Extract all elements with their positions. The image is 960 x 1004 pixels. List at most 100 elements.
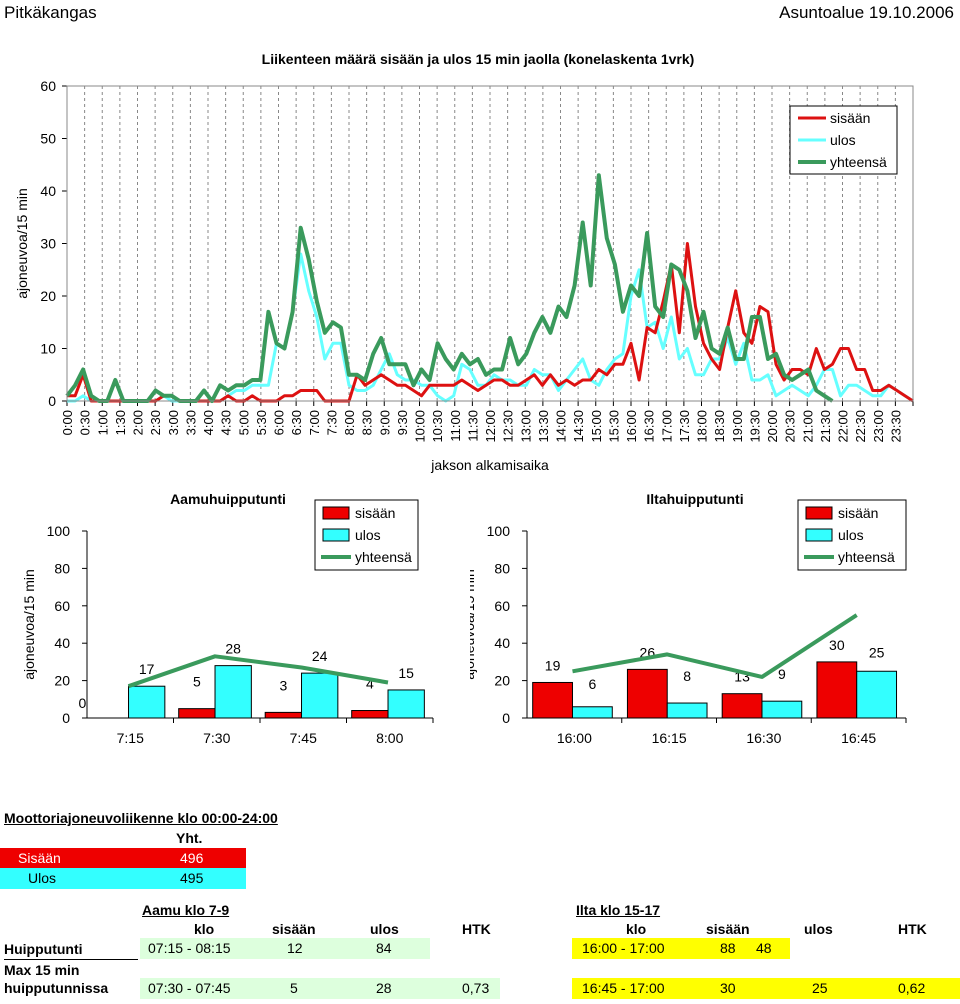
in-total-row: Sisään 496	[0, 848, 246, 869]
main-xtick-label: 7:30	[324, 410, 339, 435]
morning-ytick-label: 100	[47, 523, 71, 539]
evening-bar-out	[666, 702, 708, 719]
morning-bar-out	[387, 689, 425, 719]
main-plot-area	[66, 85, 914, 402]
morning-legend-label: yhteensä	[355, 549, 412, 565]
evening-ytick-label: 60	[494, 598, 510, 614]
evening-bar-out	[761, 700, 803, 719]
main-xtick-label: 1:30	[113, 410, 128, 435]
out-total-value: 495	[180, 870, 204, 886]
yht-header: Yht.	[176, 830, 203, 846]
main-xtick-label: 4:30	[219, 410, 234, 435]
main-ytick-label: 20	[40, 288, 56, 304]
main-xtick-label: 22:30	[853, 410, 868, 443]
evening-ytick-label: 100	[487, 523, 511, 539]
evening-peak-row: 16:00 - 17:00 88 48	[572, 938, 790, 959]
main-y-axis-label: ajoneuvoa/15 min	[14, 188, 30, 299]
main-xtick-label: 23:00	[871, 410, 886, 443]
main-xtick-label: 0:30	[78, 410, 93, 435]
morning-label-out: 24	[312, 648, 328, 664]
evening-max15-out: 25	[812, 980, 828, 996]
main-xtick-label: 16:00	[624, 410, 639, 443]
summary-section: Moottoriajoneuvoliikenne klo 00:00-24:00…	[0, 808, 960, 1004]
evening-label-out: 6	[588, 676, 596, 692]
evening-bar-out	[856, 670, 898, 719]
evening-ytick-label: 40	[494, 635, 510, 651]
evening-peak-in: 88	[720, 940, 736, 956]
morning-label-in: 3	[279, 677, 287, 693]
main-xtick-label: 11:30	[465, 410, 480, 442]
page-header: Pitkäkangas Asuntoalue 19.10.2006	[0, 0, 960, 28]
morning-col-in: sisään	[272, 921, 316, 937]
main-xtick-label: 12:30	[501, 410, 516, 443]
evening-label-in: 19	[545, 657, 561, 673]
morning-max15-htk: 0,73	[462, 980, 490, 996]
in-total-label: Sisään	[18, 850, 61, 866]
morning-ytick-label: 20	[54, 673, 70, 689]
morning-ytick-label: 60	[54, 598, 70, 614]
morning-label-in: 5	[193, 674, 201, 690]
main-xtick-label: 15:30	[606, 410, 621, 443]
row-divider	[4, 959, 138, 960]
evening-max15-klo: 16:45 - 17:00	[582, 980, 665, 996]
evening-ytick-label: 80	[494, 560, 510, 576]
morning-col-htk: HTK	[462, 921, 491, 937]
morning-legend-label: ulos	[355, 527, 381, 543]
evening-max15-in: 30	[720, 980, 736, 996]
main-xtick-label: 3:30	[183, 410, 198, 435]
main-xtick-label: 11:00	[448, 410, 463, 442]
morning-xtick-label: 8:00	[376, 730, 403, 746]
evening-label-out: 9	[778, 666, 786, 682]
morning-bar-out	[301, 672, 339, 719]
evening-label-out: 25	[869, 644, 885, 660]
morning-xtick-label: 7:15	[117, 730, 144, 746]
morning-label-in: 0	[78, 695, 86, 711]
main-xtick-label: 6:00	[272, 410, 287, 435]
main-xtick-label: 12:00	[483, 410, 498, 443]
main-legend-label: sisään	[830, 110, 870, 126]
main-ytick-label: 60	[40, 78, 56, 94]
morning-bar-in	[178, 708, 216, 719]
morning-total-line	[127, 654, 389, 689]
morning-col-out: ulos	[370, 921, 399, 937]
main-xtick-label: 19:30	[747, 410, 762, 443]
morning-legend-swatch	[322, 506, 350, 520]
evening-header: Ilta klo 15-17	[576, 902, 661, 918]
main-xtick-label: 10:00	[413, 410, 428, 443]
out-total-row: Ulos 495	[0, 868, 246, 889]
main-xtick-label: 6:30	[289, 410, 304, 435]
evening-col-htk: HTK	[898, 921, 927, 937]
evening-legend-label: yhteensä	[838, 549, 895, 565]
morning-bar-out	[128, 685, 166, 719]
evening-legend-label: ulos	[838, 527, 864, 543]
morning-peak-in: 12	[287, 940, 303, 956]
main-legend-label: ulos	[830, 132, 856, 148]
main-xtick-label: 20:30	[783, 410, 798, 443]
main-xtick-label: 3:00	[166, 410, 181, 435]
morning-max15-in: 5	[290, 980, 298, 996]
daily-traffic-line-chart: Liikenteen määrä sisään ja ulos 15 min j…	[14, 51, 914, 473]
morning-peak-bar-chart: Aamuhuipputunti020406080100ajoneuvoa/15 …	[21, 491, 434, 746]
evening-peak-klo: 16:00 - 17:00	[582, 940, 665, 956]
main-xtick-label: 14:30	[571, 410, 586, 443]
evening-chart-title: Iltahuipputunti	[646, 491, 743, 507]
main-chart-title: Liikenteen määrä sisään ja ulos 15 min j…	[262, 51, 695, 67]
evening-xtick-label: 16:30	[746, 730, 781, 746]
evening-col-out: ulos	[804, 921, 833, 937]
evening-legend-label: sisään	[838, 505, 878, 521]
evening-y-axis-label: ajoneuvoa/15 min	[470, 569, 477, 680]
morning-label-out: 15	[398, 665, 414, 681]
evening-col-klo: klo	[626, 921, 647, 937]
summary-title: Moottoriajoneuvoliikenne klo 00:00-24:00	[4, 810, 278, 826]
main-x-axis-label: jakson alkamisaika	[430, 457, 549, 473]
main-xtick-label: 9:30	[395, 410, 410, 435]
evening-bar-in	[532, 681, 573, 719]
main-xtick-label: 16:30	[642, 410, 657, 443]
main-xtick-label: 5:00	[236, 410, 251, 435]
row-peak-hour-label: Huipputunti	[4, 941, 83, 957]
evening-peak-bar-chart: Iltahuipputunti 0 20 40 60 80 100 ajoneuvoa/15 …	[470, 491, 907, 746]
main-xtick-label: 5:30	[254, 410, 269, 435]
main-ytick-label: 50	[40, 131, 56, 147]
main-xtick-label: 8:30	[360, 410, 375, 435]
morning-peak-out: 84	[376, 940, 392, 956]
